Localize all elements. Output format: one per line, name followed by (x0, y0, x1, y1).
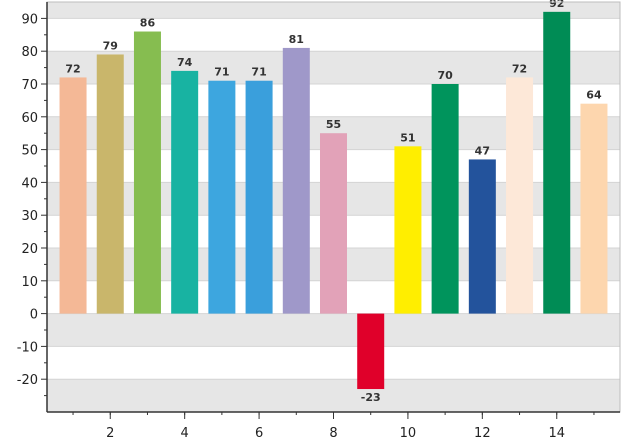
bar (506, 77, 534, 314)
y-tick-label: 90 (21, 12, 38, 27)
bar (394, 146, 422, 314)
bar (320, 133, 347, 314)
bars-group (59, 11, 608, 390)
data-label: 72 (512, 62, 527, 75)
bar (59, 77, 87, 314)
grid-band (47, 51, 620, 84)
data-label: -23 (361, 391, 381, 404)
data-label: 71 (251, 66, 266, 79)
grid-band (47, 313, 620, 347)
x-tick-label: 10 (400, 426, 417, 441)
data-label: 55 (326, 118, 341, 131)
x-tick-label: 6 (255, 426, 263, 441)
grid-band (47, 2, 620, 19)
y-tick-label: 80 (21, 45, 38, 60)
bar (580, 103, 608, 314)
data-label: 51 (400, 131, 415, 144)
x-tick-label: 12 (474, 426, 491, 441)
x-tick-label: 4 (181, 426, 189, 441)
y-tick-label: 40 (21, 176, 38, 191)
data-labels-group: 72 79 86 74 71 71 81 55 -23 51 70 47 72 92 64 (65, 0, 602, 404)
data-label: 74 (177, 56, 193, 69)
bar (431, 84, 459, 314)
data-label: 64 (586, 89, 602, 102)
bar (245, 80, 273, 314)
y-tick-label: 0 (30, 308, 38, 323)
y-tick-label: 10 (21, 275, 38, 290)
y-tick-label: 30 (21, 209, 38, 224)
x-tick-label: 8 (329, 426, 337, 441)
bar (208, 80, 236, 314)
bar (133, 31, 161, 314)
data-label: 71 (214, 66, 229, 79)
data-label: 47 (475, 144, 490, 157)
x-tick-label: 2 (106, 426, 114, 441)
data-label: 81 (289, 33, 304, 46)
bar (282, 47, 310, 314)
data-label: 72 (65, 62, 80, 75)
y-tick-label: 60 (21, 111, 38, 126)
x-tick-label: 14 (548, 426, 565, 441)
bar (171, 70, 199, 314)
bar (543, 11, 571, 314)
data-label: 86 (140, 17, 156, 30)
bar (357, 313, 385, 390)
y-tick-label: 50 (21, 144, 38, 159)
y-tick-label: -10 (17, 340, 38, 355)
y-tick-label: 20 (21, 242, 38, 257)
axes-group: -20 -10 0 10 20 30 40 50 60 70 80 90 2 4 6 8 10 12 14 (17, 1, 621, 441)
y-tick-label: 70 (21, 78, 38, 93)
bar (96, 54, 124, 314)
y-tick-label: -20 (17, 373, 38, 388)
data-label: 70 (437, 69, 453, 82)
data-label: 92 (549, 0, 564, 10)
grid-band (47, 379, 620, 412)
bar (468, 159, 496, 314)
data-label: 79 (103, 39, 118, 52)
